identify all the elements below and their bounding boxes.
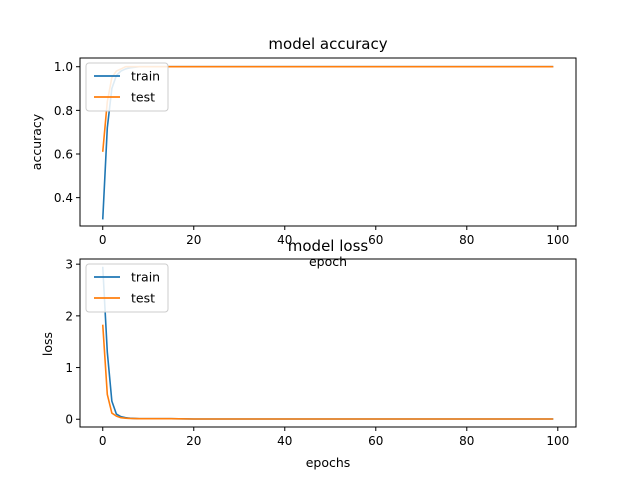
loss-chart-title: model loss [288,237,369,255]
accuracy-legend-box [85,62,169,112]
loss-legend-label-test: test [131,291,155,306]
loss-y-tick-label: 3 [65,258,73,272]
accuracy-x-axis-label: epoch [309,254,347,269]
accuracy-x-tick-label: 40 [277,233,292,247]
accuracy-y-tick-label: 1.0 [54,60,73,74]
loss-y-tick-label: 2 [65,309,73,323]
accuracy-y-tick-label: 0.6 [54,148,73,162]
loss-x-tick-label: 60 [368,434,383,448]
loss-plot-frame [79,258,577,428]
accuracy-subplot: model accuracy epoch accuracy 0 20 40 60 80 1… [29,35,577,269]
loss-legend: train test [85,263,169,313]
loss-series-line-test [101,324,554,420]
accuracy-y-tick-label: 0.8 [54,104,73,118]
loss-series-line-train [101,266,554,420]
accuracy-x-tick-label: 100 [546,233,569,247]
accuracy-plot-frame [79,57,577,227]
loss-x-tick-label: 100 [546,434,569,448]
accuracy-x-tick-label: 20 [186,233,201,247]
loss-y-axis-label: loss [40,332,55,356]
accuracy-series-line-test [101,65,554,152]
loss-y-tick-label: 1 [65,361,73,375]
loss-y-tick-label: 0 [65,413,73,427]
loss-x-tick-label: 80 [459,434,474,448]
accuracy-series-line-train [101,65,554,220]
loss-x-tick-label: 20 [186,434,201,448]
accuracy-x-tick-label: 80 [459,233,474,247]
loss-legend-label-train: train [131,270,160,285]
accuracy-legend: train test [85,62,169,112]
loss-x-axis-label: epochs [306,455,351,470]
accuracy-y-axis-label: accuracy [29,113,44,170]
loss-x-tick-label: 40 [277,434,292,448]
loss-subplot: model loss epochs loss 0 20 40 60 80 1000123 … [40,237,577,470]
accuracy-chart-title: model accuracy [268,35,387,53]
accuracy-x-tick-label: 60 [368,233,383,247]
accuracy-y-tick-label: 0.4 [54,191,73,205]
accuracy-x-tick-label: 0 [99,233,107,247]
accuracy-legend-label-test: test [131,90,155,105]
loss-x-tick-label: 0 [99,434,107,448]
accuracy-legend-label-train: train [131,69,160,84]
loss-legend-box [85,263,169,313]
